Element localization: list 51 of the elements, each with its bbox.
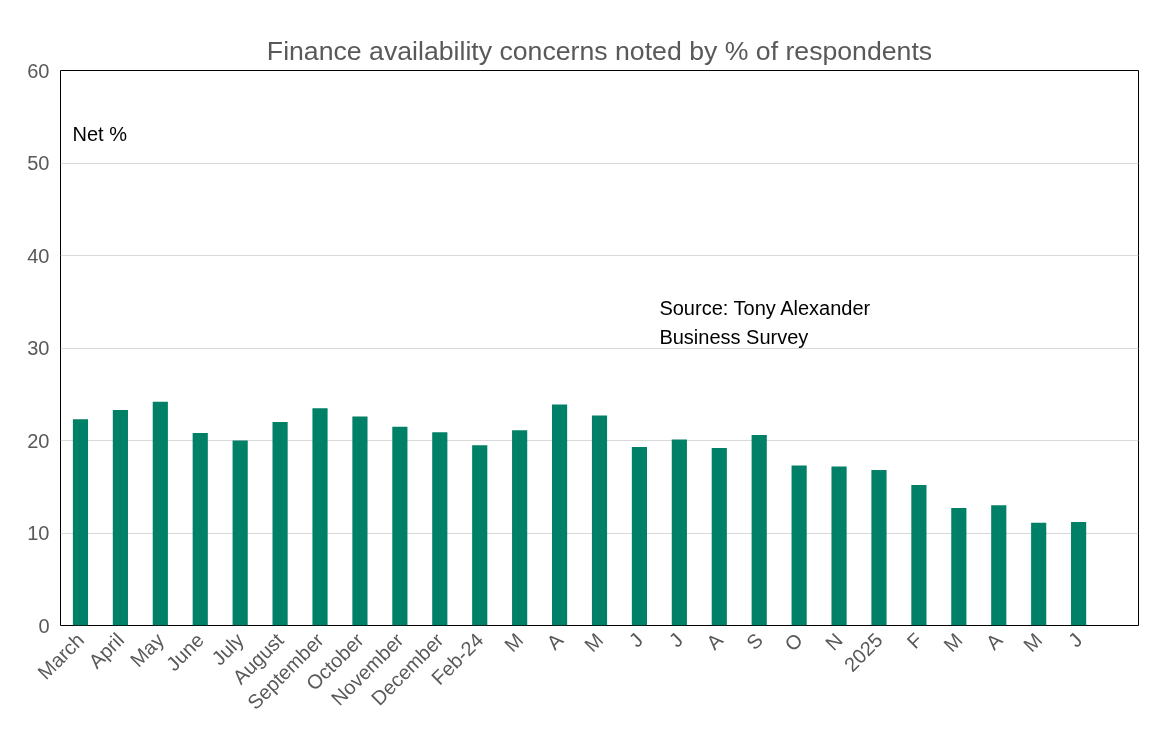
y-tick-label: 30 bbox=[27, 337, 50, 359]
x-tick-label: A bbox=[981, 628, 1007, 654]
x-tick-label: M bbox=[1019, 628, 1047, 657]
bar bbox=[551, 404, 568, 626]
bar bbox=[352, 416, 368, 626]
bar bbox=[1071, 521, 1087, 626]
x-tick-label: M bbox=[939, 628, 967, 657]
bar bbox=[112, 409, 128, 626]
bar bbox=[312, 408, 328, 626]
chart-title: Finance availability concerns noted by % of respondents bbox=[266, 35, 933, 66]
bar bbox=[272, 422, 288, 626]
bar bbox=[831, 466, 847, 626]
x-tick-label: J bbox=[1063, 628, 1087, 652]
x-tick-label: N bbox=[821, 628, 847, 655]
bar bbox=[591, 415, 608, 626]
x-tick-label: F bbox=[902, 628, 927, 653]
bar bbox=[911, 484, 927, 626]
x-tick-label: J bbox=[624, 628, 648, 652]
y-tick-label: 50 bbox=[27, 152, 50, 174]
bar bbox=[392, 426, 408, 626]
x-tick-label: M bbox=[579, 628, 608, 657]
bar bbox=[192, 433, 208, 626]
bar bbox=[152, 401, 168, 626]
x-tick-label: A bbox=[702, 628, 728, 654]
x-tick-label: J bbox=[664, 628, 688, 652]
x-tick-label: May bbox=[125, 628, 169, 671]
bar bbox=[72, 419, 89, 626]
y-tick-label: 10 bbox=[27, 522, 50, 544]
x-tick-label: O bbox=[780, 628, 807, 656]
bar bbox=[1031, 522, 1047, 626]
bar bbox=[871, 470, 887, 626]
bar bbox=[951, 508, 967, 626]
x-tick-label: M bbox=[500, 628, 528, 657]
bar bbox=[472, 445, 488, 626]
bar bbox=[711, 447, 727, 626]
y-tick-label: 0 bbox=[38, 614, 50, 637]
bar bbox=[232, 440, 248, 626]
annotation: Net % bbox=[72, 122, 128, 145]
y-tick-label: 20 bbox=[27, 429, 50, 452]
bar bbox=[671, 439, 687, 626]
x-tick-label: S bbox=[741, 628, 767, 654]
x-tick-label: A bbox=[542, 628, 568, 654]
annotation: Source: Tony Alexander Business Survey bbox=[659, 297, 871, 348]
y-tick-label: 60 bbox=[27, 59, 50, 82]
y-tick-label: 40 bbox=[27, 244, 50, 267]
bar bbox=[991, 505, 1007, 626]
bar bbox=[512, 430, 528, 626]
bar bbox=[631, 446, 648, 626]
bar bbox=[791, 465, 807, 626]
bar bbox=[751, 434, 767, 626]
bar bbox=[432, 432, 448, 626]
